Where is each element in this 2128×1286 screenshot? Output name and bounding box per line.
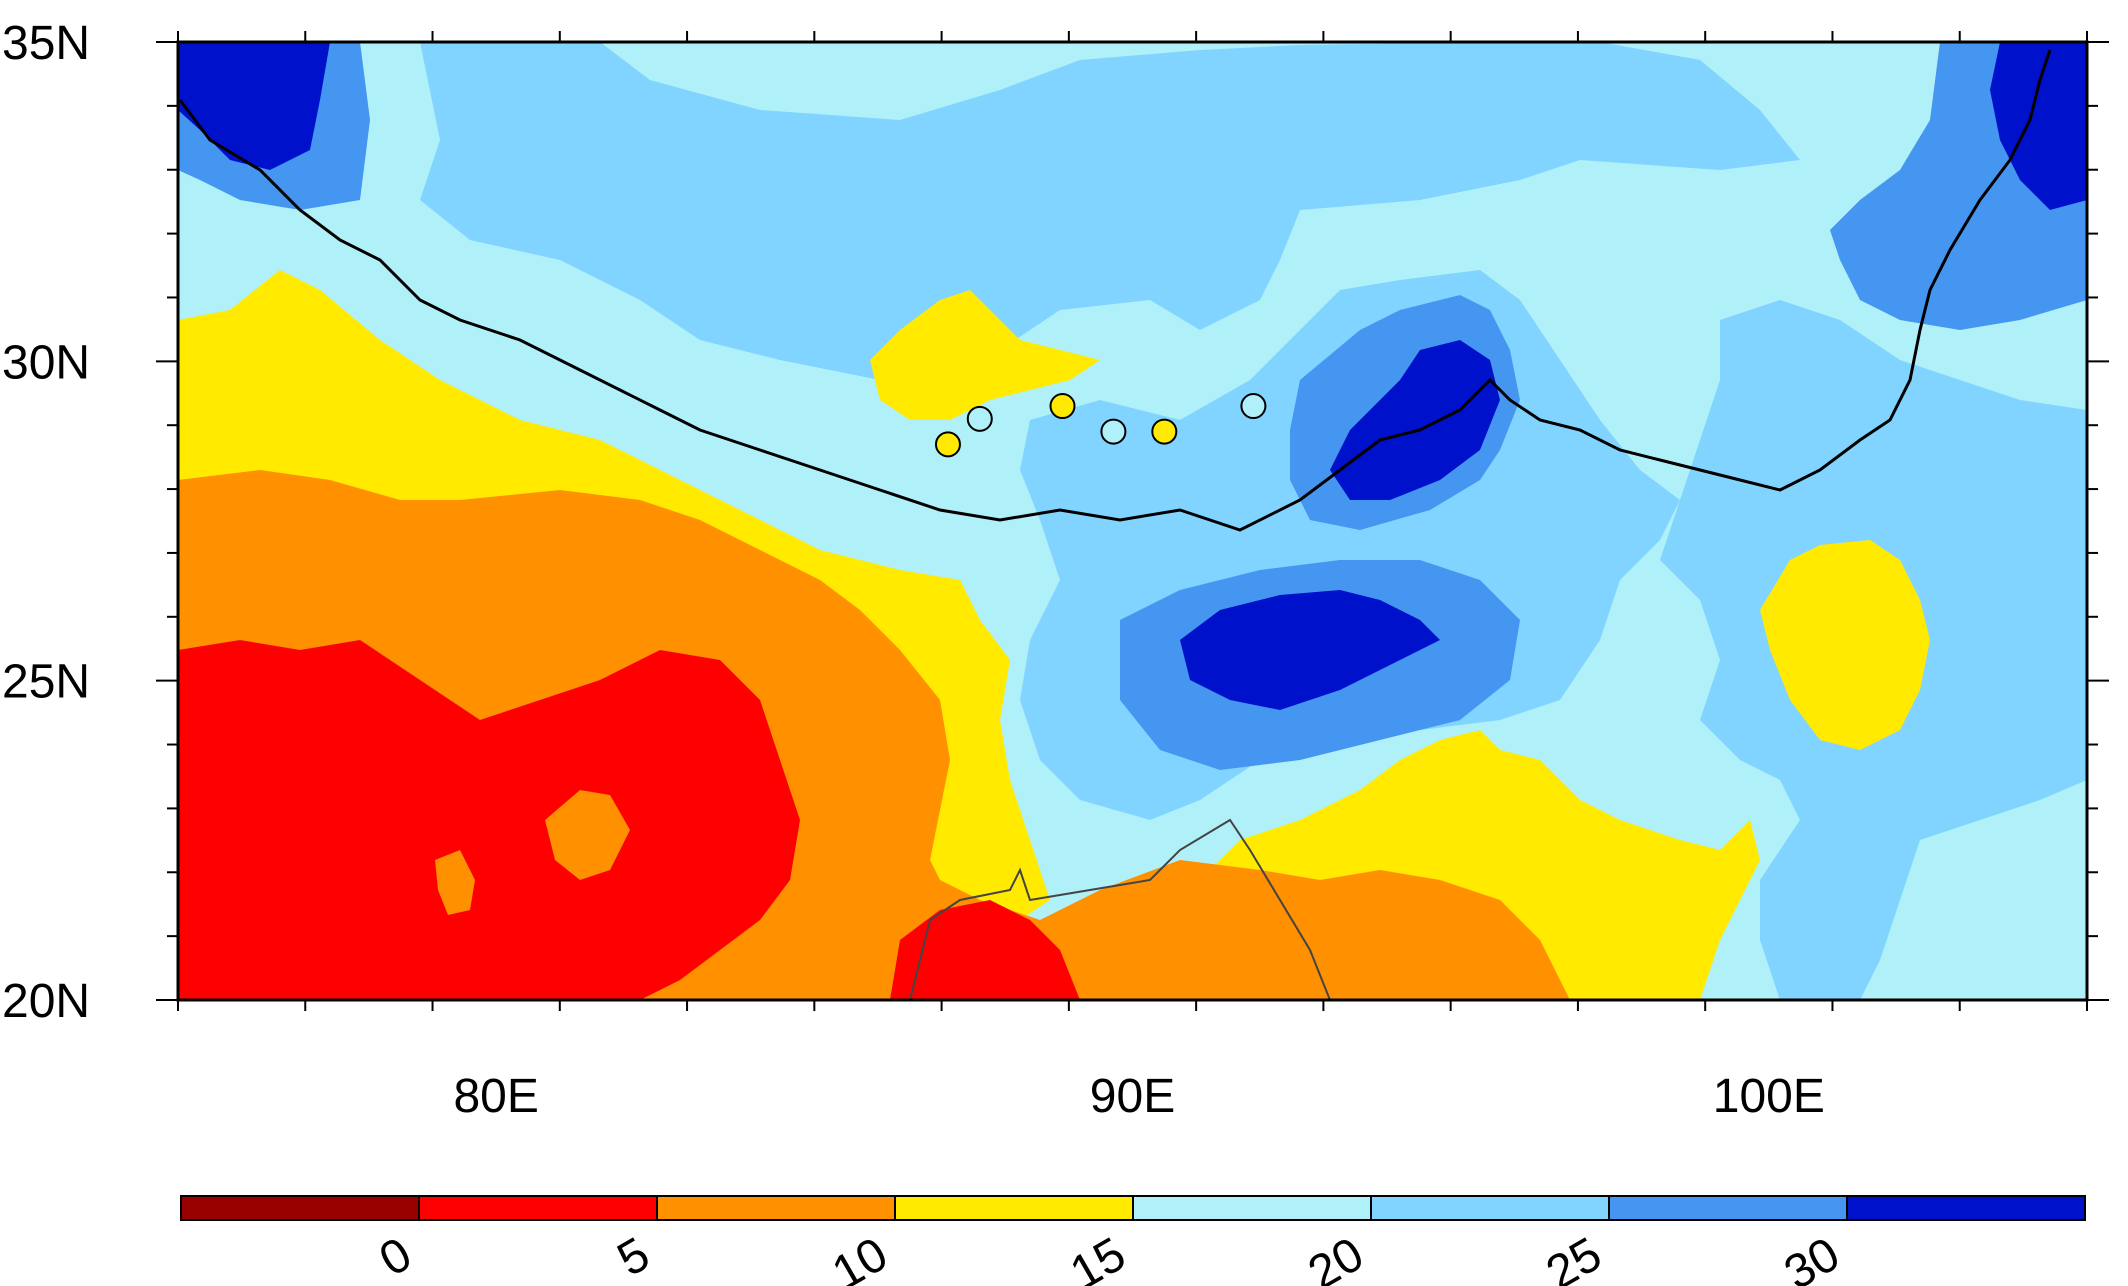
- contour-0-5: [178, 640, 800, 1000]
- contour-fill-layer: [178, 42, 2087, 1000]
- lon-label: 90E: [1090, 1070, 1175, 1123]
- colorbar-swatch: [1846, 1195, 2086, 1221]
- border-line: [909, 818, 1331, 1000]
- station-marker: [1240, 393, 1267, 420]
- contour-0-5-south: [890, 900, 1080, 1000]
- station-marker: [1049, 393, 1076, 420]
- contour-30plus-center-south: [1180, 590, 1440, 710]
- colorbar-label: 10: [824, 1228, 897, 1286]
- colorbar-label: 15: [1062, 1228, 1135, 1286]
- contour-5-10-island: [545, 790, 630, 880]
- lat-label: 30N: [2, 336, 90, 389]
- colorbar: 0 5 10 15 20 25 30: [180, 1195, 2086, 1286]
- colorbar-swatch: [1608, 1195, 1848, 1221]
- colorbar-swatch: [180, 1195, 420, 1221]
- colorbar-label: 5: [609, 1228, 659, 1286]
- lat-label: 25N: [2, 656, 90, 709]
- plot-frame: [176, 40, 2089, 1002]
- colorbar-swatch: [656, 1195, 896, 1221]
- colorbar-label: 25: [1538, 1228, 1611, 1286]
- contour-10-15-tibet: [870, 290, 1100, 420]
- contour-30plus-center-north: [1330, 340, 1500, 500]
- contour-30plus-northwest: [178, 42, 330, 170]
- colorbar-swatch: [1132, 1195, 1372, 1221]
- colorbar-swatch: [1370, 1195, 1610, 1221]
- station-marker: [934, 431, 961, 458]
- colorbar-swatch: [418, 1195, 658, 1221]
- station-marker: [1100, 418, 1127, 445]
- colorbar-label: 30: [1776, 1228, 1849, 1286]
- contour-30plus-northeast: [1990, 42, 2087, 210]
- lon-label: 80E: [453, 1070, 538, 1123]
- contour-20-25-north: [420, 42, 1800, 380]
- lat-label: 35N: [2, 17, 90, 70]
- axis-layer: 20N 25N 30N 35N 80E 90E 100E: [2, 17, 2109, 1123]
- station-layer: [934, 393, 1267, 458]
- contour-10-15-east: [1760, 540, 1930, 750]
- himalaya-contour-line: [178, 49, 2052, 532]
- lat-label: 20N: [2, 975, 90, 1028]
- colorbar-label: 20: [1300, 1228, 1373, 1286]
- station-marker: [966, 405, 993, 432]
- lon-label: 100E: [1713, 1070, 1825, 1123]
- station-marker: [1151, 418, 1178, 445]
- contour-5-10-island2: [435, 850, 475, 915]
- colorbar-swatch: [894, 1195, 1134, 1221]
- colorbar-label: 0: [371, 1228, 421, 1286]
